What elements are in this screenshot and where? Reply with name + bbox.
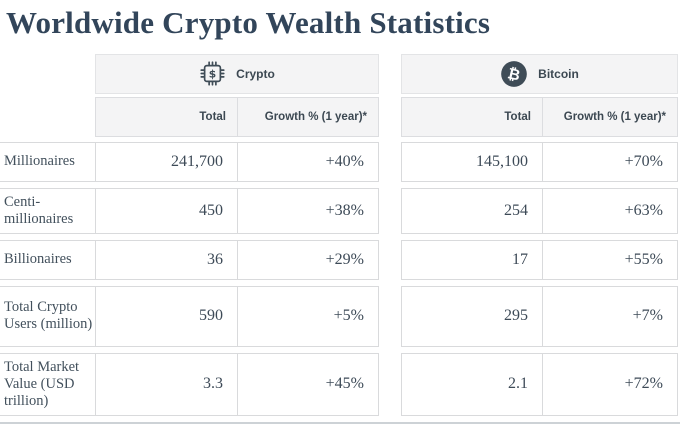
bitcoin-group-header: ₿ Bitcoin xyxy=(401,53,678,94)
bitcoin-icon: ₿ xyxy=(500,60,528,88)
crypto-wealth-statistics-page: Worldwide Crypto Wealth Statistics xyxy=(0,4,680,432)
crypto-growth-value: +45% xyxy=(237,352,379,416)
svg-text:₿: ₿ xyxy=(506,64,522,84)
group-gap xyxy=(379,239,401,280)
bitcoin-total-value: 145,100 xyxy=(401,141,542,182)
crypto-group-header: $ Crypto xyxy=(95,53,379,94)
crypto-growth-value: +40% xyxy=(237,141,379,182)
crypto-total-value: 36 xyxy=(95,239,237,280)
bitcoin-total-value: 254 xyxy=(401,187,542,234)
table-row-total-market-value: Total Market Value (USD trillion) 3.3 +4… xyxy=(0,352,678,416)
svg-text:$: $ xyxy=(209,68,216,81)
crypto-growth-value: +38% xyxy=(237,187,379,234)
bitcoin-total-header: Total xyxy=(401,96,542,137)
row-label: Centi-millionaires xyxy=(0,187,95,234)
crypto-total-value: 3.3 xyxy=(95,352,237,416)
group-gap xyxy=(379,285,401,347)
bitcoin-growth-value: +70% xyxy=(542,141,678,182)
column-header-row: Total Growth % (1 year)* Total Growth % … xyxy=(0,96,678,137)
table-row-millionaires: Millionaires 241,700 +40% 145,100 +70% xyxy=(0,141,678,182)
table-row-centi-millionaires: Centi-millionaires 450 +38% 254 +63% xyxy=(0,187,678,234)
row-label: Total Market Value (USD trillion) xyxy=(0,352,95,416)
row-label: Millionaires xyxy=(0,141,95,182)
bitcoin-growth-value: +72% xyxy=(542,352,678,416)
crypto-total-value: 241,700 xyxy=(95,141,237,182)
bitcoin-growth-value: +55% xyxy=(542,239,678,280)
crypto-total-value: 590 xyxy=(95,285,237,347)
wealth-statistics-table: $ Crypto ₿ Bitcoin Total Growth % xyxy=(0,53,680,424)
header-spacer xyxy=(0,96,95,137)
group-header-row: $ Crypto ₿ Bitcoin xyxy=(0,53,678,94)
crypto-group-label: Crypto xyxy=(236,66,275,81)
crypto-total-value: 450 xyxy=(95,187,237,234)
group-gap xyxy=(379,53,401,94)
bottom-divider xyxy=(0,421,680,424)
bitcoin-group-label: Bitcoin xyxy=(538,66,579,81)
row-label: Total Crypto Users (million) xyxy=(0,285,95,347)
group-gap xyxy=(379,141,401,182)
bitcoin-growth-value: +7% xyxy=(542,285,678,347)
crypto-growth-header: Growth % (1 year)* xyxy=(237,96,379,137)
bitcoin-growth-value: +63% xyxy=(542,187,678,234)
header-spacer xyxy=(0,53,95,94)
group-gap xyxy=(379,96,401,137)
crypto-growth-value: +5% xyxy=(237,285,379,347)
crypto-chip-icon: $ xyxy=(199,60,226,87)
row-label: Billionaires xyxy=(0,239,95,280)
bitcoin-total-value: 17 xyxy=(401,239,542,280)
crypto-growth-value: +29% xyxy=(237,239,379,280)
crypto-total-header: Total xyxy=(95,96,237,137)
bitcoin-total-value: 2.1 xyxy=(401,352,542,416)
bitcoin-total-value: 295 xyxy=(401,285,542,347)
table-row-total-crypto-users: Total Crypto Users (million) 590 +5% 295… xyxy=(0,285,678,347)
table-row-billionaires: Billionaires 36 +29% 17 +55% xyxy=(0,239,678,280)
group-gap xyxy=(379,352,401,416)
page-title: Worldwide Crypto Wealth Statistics xyxy=(6,5,491,40)
bitcoin-growth-header: Growth % (1 year)* xyxy=(542,96,678,137)
group-gap xyxy=(379,187,401,234)
